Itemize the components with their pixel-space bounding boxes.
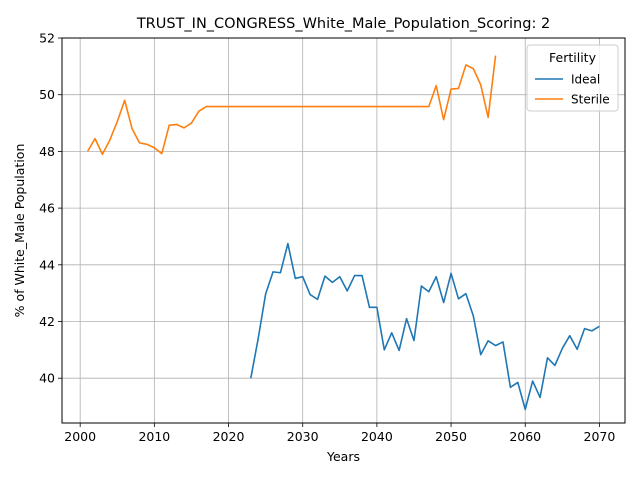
x-axis-label: Years xyxy=(326,449,360,464)
legend-label-sterile: Sterile xyxy=(571,93,610,107)
legend: Fertility Ideal Sterile xyxy=(526,44,619,112)
x-tick-label: 2000 xyxy=(64,429,96,444)
x-tick-label: 2010 xyxy=(138,429,170,444)
y-tick-label: 48 xyxy=(39,144,55,159)
y-axis-label: % of White_Male Population xyxy=(12,144,27,318)
axis-ticks: 2000 2010 2020 2030 2040 2050 2060 2070 40 42 44 46… xyxy=(39,31,615,445)
legend-entries: Ideal Sterile xyxy=(535,73,610,107)
x-tick-label: 2050 xyxy=(435,429,467,444)
x-tick-label: 2030 xyxy=(287,429,319,444)
plot-frame xyxy=(61,37,626,424)
chart-title: TRUST_IN_CONGRESS_White_Male_Population_… xyxy=(136,16,550,32)
y-tick-label: 50 xyxy=(39,87,55,102)
x-tick-label: 2070 xyxy=(584,429,616,444)
x-tick-label: 2040 xyxy=(361,429,393,444)
y-tick-label: 40 xyxy=(39,371,55,386)
y-tick-label: 42 xyxy=(39,314,55,329)
legend-box xyxy=(526,44,619,112)
series-line-ideal xyxy=(249,242,600,411)
series-line-sterile xyxy=(86,55,497,156)
series-lines xyxy=(86,55,600,411)
y-tick-label: 52 xyxy=(39,31,55,46)
x-tick-label: 2020 xyxy=(213,429,245,444)
y-tick-label: 44 xyxy=(39,257,55,272)
legend-label-ideal: Ideal xyxy=(571,73,600,87)
legend-title: Fertility xyxy=(549,50,597,65)
x-tick-label: 2060 xyxy=(509,429,541,444)
y-tick-label: 46 xyxy=(39,201,55,216)
